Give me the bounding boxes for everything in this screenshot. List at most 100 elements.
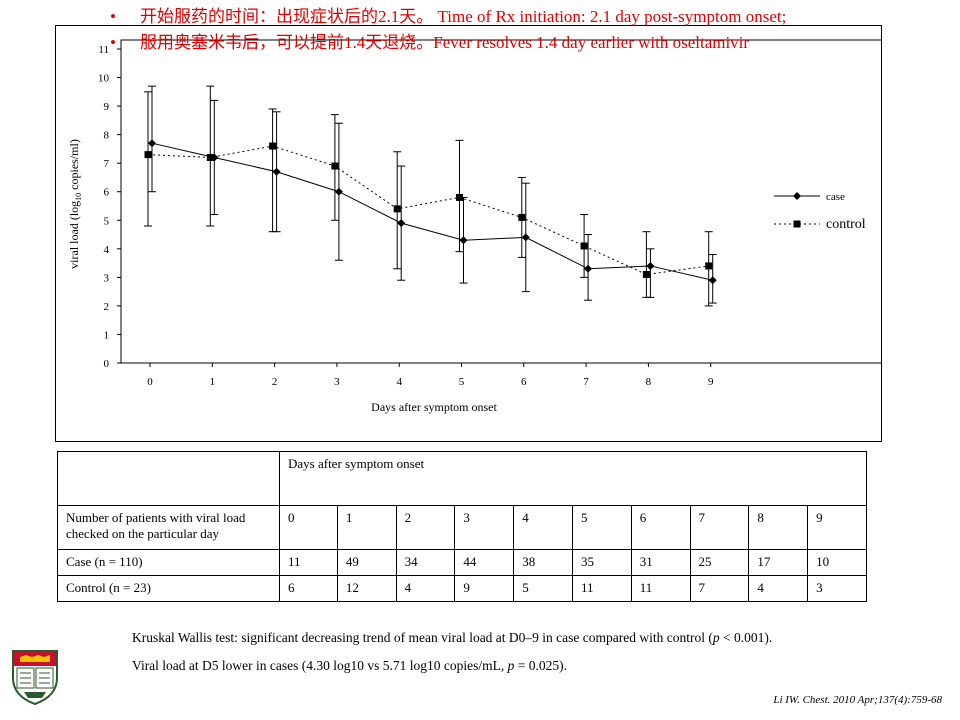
legend-label-control: control bbox=[826, 217, 866, 232]
case-count-cell: 25 bbox=[689, 549, 750, 576]
x-tick-label: 4 bbox=[396, 376, 402, 388]
data-point-control bbox=[518, 213, 526, 221]
data-point-control bbox=[144, 151, 152, 159]
data-point-control bbox=[642, 271, 650, 279]
kruskal-wallis-note: Kruskal Wallis test: significant decreas… bbox=[132, 624, 772, 652]
note-text: < 0.001). bbox=[719, 630, 773, 645]
bullet-text: 服用奥塞米韦后，可以提前1.4天退烧。Fever resolves 1.4 da… bbox=[140, 33, 750, 52]
data-point-case bbox=[334, 187, 343, 196]
x-tick-label: 0 bbox=[147, 376, 153, 388]
control-count-cell: 5 bbox=[513, 575, 573, 602]
y-tick-label: 7 bbox=[104, 158, 110, 170]
control-row-label: Control (n = 23) bbox=[57, 575, 280, 602]
statistics-notes: Kruskal Wallis test: significant decreas… bbox=[132, 624, 772, 680]
day-header-cell: 8 bbox=[748, 505, 809, 550]
x-tick-label: 1 bbox=[210, 376, 216, 388]
patient-count-table: Days after symptom onset Number of patie… bbox=[57, 451, 867, 602]
case-count-cell: 17 bbox=[748, 549, 809, 576]
control-count-cell: 3 bbox=[807, 575, 867, 602]
day-header-cell: 7 bbox=[689, 505, 750, 550]
control-count-cell: 4 bbox=[395, 575, 456, 602]
y-tick-label: 6 bbox=[104, 187, 110, 199]
data-point-case bbox=[459, 236, 468, 245]
bullet-list: • 开始服药的时间：出现症状后的2.1天。 Time of Rx initiati… bbox=[110, 4, 960, 56]
table-header-title: Days after symptom onset bbox=[279, 451, 867, 506]
control-count-cell: 11 bbox=[630, 575, 691, 602]
legend-label-case: case bbox=[826, 191, 845, 203]
case-count-cell: 10 bbox=[807, 549, 867, 576]
day-header-cell: 0 bbox=[279, 505, 338, 550]
case-count-cell: 38 bbox=[513, 549, 573, 576]
case-row-label: Case (n = 110) bbox=[57, 549, 280, 576]
case-count-cell: 31 bbox=[630, 549, 691, 576]
table-row: Case (n = 110) 11 49 34 44 38 35 31 25 17 10 bbox=[57, 549, 867, 576]
university-crest-logo bbox=[10, 648, 60, 711]
data-point-control bbox=[705, 262, 713, 270]
data-point-control bbox=[580, 242, 588, 250]
data-point-case bbox=[397, 219, 406, 228]
day-header-cell: 6 bbox=[630, 505, 691, 550]
case-count-cell: 35 bbox=[571, 549, 632, 576]
series-line-case bbox=[151, 142, 713, 281]
day-header-cell: 4 bbox=[513, 505, 573, 550]
control-count-cell: 7 bbox=[689, 575, 750, 602]
p-symbol: p bbox=[507, 658, 515, 673]
control-count-cell: 12 bbox=[336, 575, 397, 602]
y-tick-label: 11 bbox=[98, 44, 109, 56]
case-count-cell: 34 bbox=[395, 549, 456, 576]
y-tick-label: 10 bbox=[98, 73, 110, 85]
data-point-case bbox=[521, 233, 530, 242]
data-point-case bbox=[584, 264, 593, 273]
viral-load-chart: 0 1 2 3 4 5 6 7 8 9 10 11 0 1 2 3 4 5 6 7 8 9 Days after sympt… bbox=[67, 39, 881, 414]
day-header-cell: 2 bbox=[395, 505, 456, 550]
data-point-control bbox=[456, 193, 463, 201]
y-tick-label: 9 bbox=[104, 101, 110, 113]
control-count-cell: 9 bbox=[454, 575, 515, 602]
day-header-cell: 5 bbox=[571, 505, 632, 550]
bullet-text: 开始服药的时间：出现症状后的2.1天。 Time of Rx initiatio… bbox=[140, 7, 787, 26]
case-count-cell: 49 bbox=[336, 549, 397, 576]
note-text: Viral load at D5 lower in cases (4.30 lo… bbox=[132, 658, 508, 673]
x-tick-label: 8 bbox=[646, 376, 652, 388]
y-tick-label: 3 bbox=[104, 272, 110, 284]
note-text: Kruskal Wallis test: significant decreas… bbox=[132, 630, 713, 645]
x-tick-label: 9 bbox=[708, 376, 714, 388]
y-tick-label: 1 bbox=[104, 329, 110, 341]
y-tick-label: 0 bbox=[104, 358, 110, 370]
table-corner-cell bbox=[57, 451, 280, 506]
chart-frame: 0 1 2 3 4 5 6 7 8 9 10 11 0 1 2 3 4 5 6 7 8 9 Days after sympt… bbox=[55, 25, 882, 442]
data-point-case bbox=[272, 167, 281, 176]
d5-viral-load-note: Viral load at D5 lower in cases (4.30 lo… bbox=[132, 652, 772, 680]
series-line-control bbox=[147, 145, 709, 276]
day-header-cell: 9 bbox=[807, 505, 867, 550]
y-axis-label-part: copies/ml) bbox=[67, 139, 81, 193]
x-tick-label: 5 bbox=[459, 376, 465, 388]
x-tick-label: 7 bbox=[583, 376, 589, 388]
y-axis-label: viral load (log10 copies/ml) bbox=[67, 139, 83, 269]
table-days-row: Number of patients with viral load check… bbox=[57, 505, 867, 550]
y-tick-label: 5 bbox=[104, 215, 110, 227]
control-count-cell: 4 bbox=[748, 575, 809, 602]
data-point-control bbox=[206, 153, 214, 161]
y-tick-label: 8 bbox=[104, 130, 110, 142]
bullet-item-fever-resolves: • 服用奥塞米韦后，可以提前1.4天退烧。Fever resolves 1.4 d… bbox=[110, 30, 960, 56]
bullet-symbol: • bbox=[110, 33, 116, 52]
citation: Li IW. Chest. 2010 Apr;137(4):759-68 bbox=[773, 694, 942, 706]
data-point-case bbox=[646, 261, 655, 270]
x-tick-label: 3 bbox=[334, 376, 340, 388]
y-axis-label-subscript: 10 bbox=[74, 193, 83, 201]
control-count-cell: 11 bbox=[571, 575, 632, 602]
table-row: Control (n = 23) 6 12 4 9 5 11 11 7 4 3 bbox=[57, 575, 867, 602]
data-point-case bbox=[708, 276, 717, 285]
note-text: = 0.025). bbox=[514, 658, 567, 673]
day-header-cell: 1 bbox=[336, 505, 397, 550]
y-axis-label-part: viral load (log bbox=[67, 201, 81, 269]
data-point-case bbox=[148, 139, 156, 148]
x-axis-label: Days after symptom onset bbox=[371, 400, 497, 414]
data-point-control bbox=[393, 205, 401, 213]
data-point-control bbox=[331, 162, 339, 170]
data-point-control bbox=[269, 142, 277, 150]
case-count-cell: 44 bbox=[454, 549, 515, 576]
bullet-item-rx-initiation: • 开始服药的时间：出现症状后的2.1天。 Time of Rx initiati… bbox=[110, 4, 960, 30]
p-symbol: p bbox=[712, 630, 720, 645]
